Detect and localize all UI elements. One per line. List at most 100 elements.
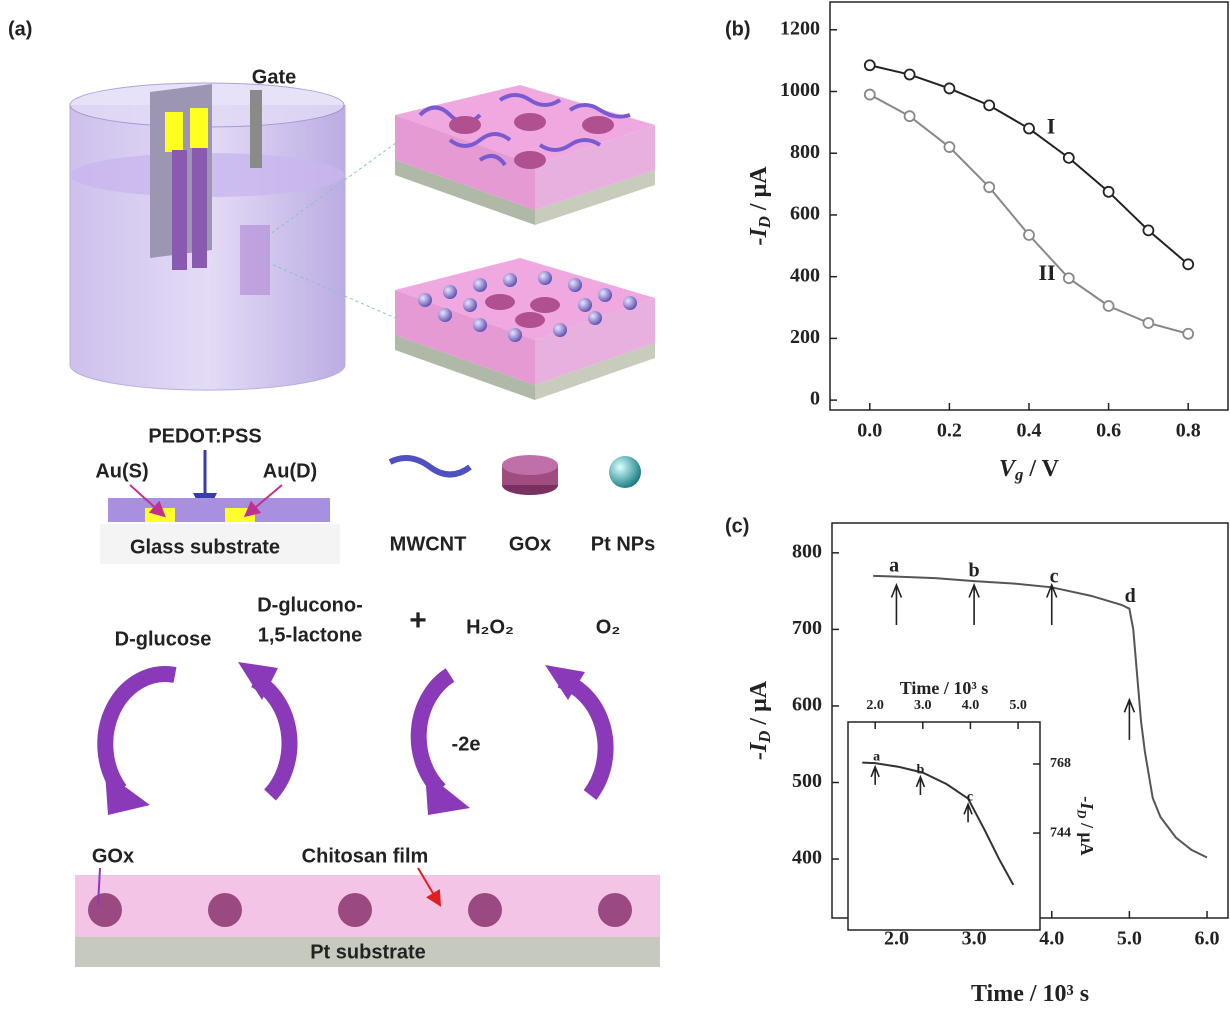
marker — [1064, 153, 1074, 163]
marker — [944, 83, 954, 93]
plus: + — [409, 604, 427, 637]
plot-frame — [830, 2, 1228, 410]
x-tick-label: 2.0 — [866, 698, 884, 713]
axis-label-part: g — [1014, 465, 1023, 484]
electron-label: -2e — [452, 733, 481, 755]
marker — [1024, 124, 1034, 134]
electrode — [145, 508, 175, 522]
marker — [984, 182, 994, 192]
y-tick-label: 500 — [792, 770, 822, 792]
axis-label-part: D — [755, 731, 774, 744]
reaction-label: H₂O₂ — [466, 616, 514, 638]
x-tick-label: 4.0 — [1039, 928, 1064, 950]
marker — [1104, 301, 1114, 311]
arrow — [1124, 700, 1134, 740]
arrow — [969, 585, 979, 625]
mwcnt-icon — [390, 458, 470, 475]
reaction-label: O₂ — [596, 616, 620, 638]
arrow — [891, 585, 901, 625]
legend-label: MWCNT — [390, 533, 467, 555]
x-tick-label: 5.0 — [1117, 928, 1142, 950]
gate-label: Gate — [252, 66, 296, 88]
axis-label-part: D — [1075, 808, 1089, 818]
gox-icon — [502, 455, 558, 475]
x-tick-label: 2.0 — [884, 928, 909, 950]
panel-label: (b) — [725, 18, 751, 40]
panel-label: (c) — [725, 515, 749, 537]
y-tick-label: 768 — [1050, 756, 1071, 771]
y-tick-label: 400 — [790, 264, 820, 286]
reaction-label: D-glucose — [115, 628, 212, 650]
glass-label: Glass substrate — [130, 536, 280, 558]
marker — [1183, 329, 1193, 339]
y-tick-label: 200 — [790, 326, 820, 348]
channel — [192, 148, 207, 268]
series-label: I — [1047, 114, 1056, 139]
panel-label: (a) — [8, 18, 32, 40]
y-tick-label: 800 — [792, 540, 822, 562]
axis-label-part: Time / 10³ s — [900, 678, 989, 698]
marker — [905, 70, 915, 80]
axis-label: Time / 10³ s — [900, 678, 989, 698]
pad — [190, 108, 208, 148]
axis-label-part: / μA — [746, 166, 772, 216]
x-tick-label: 6.0 — [1195, 928, 1220, 950]
x-tick-label: 0.8 — [1176, 420, 1201, 442]
x-tick-label: 4.0 — [962, 698, 980, 713]
y-tick-label: 600 — [792, 694, 822, 716]
axis-label-part: D — [755, 216, 774, 229]
axis-label-part: / μA — [1077, 818, 1097, 855]
marker — [1183, 259, 1193, 269]
figure: (a) Gate — [0, 0, 1230, 1009]
marker — [984, 100, 994, 110]
x-tick-label: 3.0 — [962, 928, 987, 950]
marker — [905, 111, 915, 121]
annotation: a — [873, 750, 880, 765]
annotation: a — [889, 554, 899, 576]
reaction-label: 1,5-lactone — [258, 624, 362, 646]
x-tick-label: 0.4 — [1017, 420, 1042, 442]
x-tick-label: 5.0 — [1009, 698, 1027, 713]
marker — [1064, 273, 1074, 283]
axis-label-part: / V — [1023, 456, 1059, 482]
y-tick-label: 0 — [810, 388, 820, 410]
gox-label: GOx — [92, 845, 134, 867]
substrate-label: Pt substrate — [310, 941, 426, 963]
au-d-label: Au(D) — [263, 460, 317, 482]
x-tick-label: 0.6 — [1096, 420, 1121, 442]
x-tick-label: 0.0 — [857, 420, 882, 442]
reaction-arrows — [105, 674, 605, 795]
axis-label-part: -I — [746, 741, 772, 760]
pedot-layer — [108, 498, 330, 522]
axis-label: -ID / μA — [746, 680, 774, 760]
marker — [865, 90, 875, 100]
axis-label-part: -I — [1077, 796, 1097, 810]
x-tick-label: 3.0 — [914, 698, 932, 713]
legend-label: GOx — [509, 533, 551, 555]
y-tick-label: 1200 — [780, 17, 820, 39]
axis-label-part: -I — [746, 227, 772, 246]
y-tick-label: 800 — [790, 141, 820, 163]
y-tick-label: 700 — [792, 617, 822, 639]
legend-label: Pt NPs — [591, 533, 655, 555]
axis-label: Vg / V — [999, 456, 1060, 484]
y-tick-label: 1000 — [780, 79, 820, 101]
axis-label-part: Time / 10³ s — [971, 981, 1089, 1007]
marker — [1024, 230, 1034, 240]
marker — [944, 142, 954, 152]
marker — [865, 60, 875, 70]
marker — [1143, 225, 1153, 235]
pad — [165, 112, 183, 152]
annotation: c — [1050, 566, 1059, 588]
electrode — [225, 508, 255, 522]
series-label: II — [1038, 260, 1055, 285]
x-tick-label: 0.2 — [937, 420, 962, 442]
chitosan-label: Chitosan film — [302, 845, 429, 867]
annotation: b — [969, 560, 980, 582]
channel — [172, 150, 187, 270]
y-tick-label: 400 — [792, 847, 822, 869]
axis-label-part: / μA — [746, 680, 772, 730]
panel-a: (a) Gate — [8, 18, 660, 967]
axis-label: -ID / μA — [746, 166, 774, 246]
marker — [1143, 318, 1153, 328]
